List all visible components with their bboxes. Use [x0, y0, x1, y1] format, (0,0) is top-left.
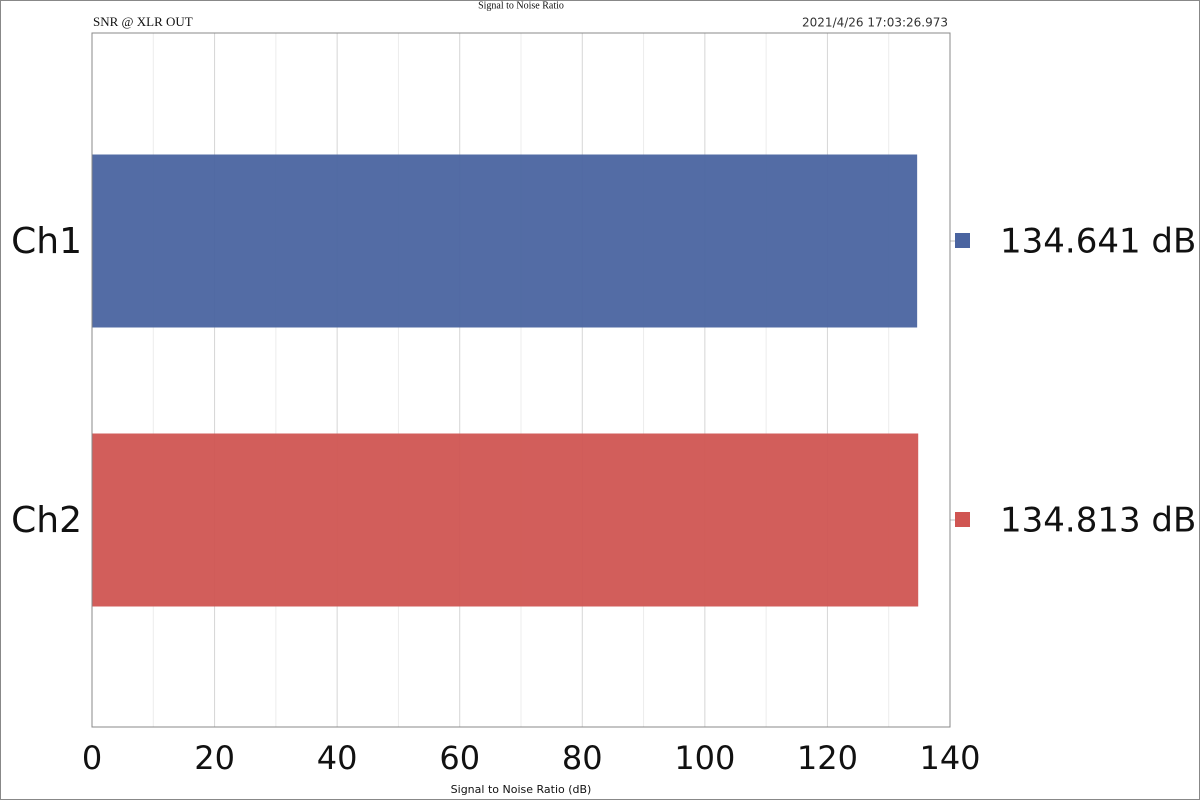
- x-tick-label: 120: [797, 739, 858, 777]
- x-tick-label: 100: [674, 739, 735, 777]
- x-tick-label: 0: [82, 739, 102, 777]
- timestamp: 2021/4/26 17:03:26.973: [802, 16, 948, 30]
- x-tick-label: 140: [919, 739, 980, 777]
- y-tick-label: Ch2: [11, 500, 82, 541]
- x-axis-label: Signal to Noise Ratio (dB): [451, 783, 592, 796]
- legend-swatch: [955, 512, 970, 527]
- x-tick-label: 60: [439, 739, 480, 777]
- bar: [92, 433, 919, 607]
- x-tick-label: 80: [562, 739, 603, 777]
- value-label: 134.813 dB: [1000, 501, 1196, 541]
- bar: [92, 154, 918, 328]
- x-tick-label: 20: [194, 739, 235, 777]
- y-tick-label: Ch1: [11, 221, 82, 262]
- plot-border: [91, 32, 951, 728]
- chart-subtitle: SNR @ XLR OUT: [93, 14, 193, 29]
- chart-title: Signal to Noise Ratio: [478, 0, 564, 11]
- x-tick-label: 40: [317, 739, 358, 777]
- value-label: 134.641 dB: [1000, 222, 1196, 262]
- legend-swatch: [955, 233, 970, 248]
